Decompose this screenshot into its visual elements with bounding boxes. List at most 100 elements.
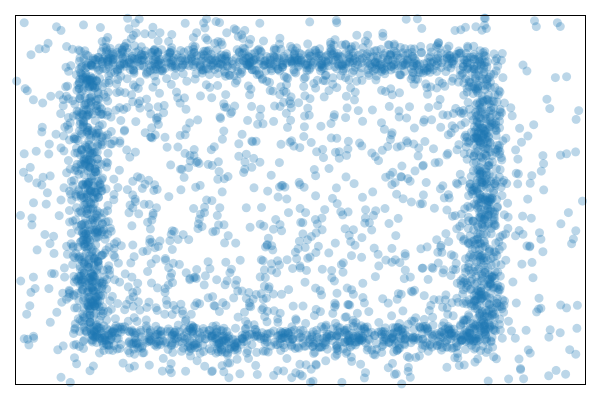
scatter-point (69, 340, 79, 350)
scatter-point (86, 60, 96, 70)
scatter-point (147, 237, 157, 247)
scatter-point (250, 325, 260, 335)
scatter-point (326, 37, 335, 47)
scatter-point (378, 31, 388, 41)
scatter-point (449, 59, 459, 69)
scatter-point (219, 335, 229, 345)
scatter-point (86, 242, 96, 252)
scatter-point (222, 103, 231, 112)
scatter-point (283, 49, 293, 59)
scatter-point (374, 60, 384, 70)
scatter-point (195, 348, 205, 358)
scatter-point (96, 186, 106, 196)
scatter-point (87, 251, 97, 261)
scatter-point (478, 253, 488, 263)
scatter-point (480, 265, 490, 275)
scatter-point (151, 52, 161, 62)
scatter-point (12, 76, 22, 86)
scatter-point (153, 49, 163, 59)
scatter-point (212, 45, 222, 55)
scatter-point (459, 78, 469, 88)
scatter-point (459, 316, 469, 326)
scatter-point (191, 340, 200, 350)
scatter-point (138, 348, 148, 358)
scatter-point (460, 118, 470, 127)
scatter-point (329, 40, 339, 50)
scatter-point (72, 303, 82, 313)
scatter-point (474, 290, 484, 300)
scatter-point (486, 176, 496, 186)
scatter-point (550, 73, 560, 83)
scatter-point (224, 344, 234, 354)
scatter-point (184, 54, 194, 64)
scatter-point (470, 357, 480, 367)
scatter-point (492, 195, 502, 204)
scatter-point (369, 210, 378, 220)
scatter-point (308, 58, 318, 68)
scatter-point (101, 92, 111, 102)
scatter-point (442, 362, 452, 372)
scatter-point (150, 44, 160, 54)
scatter-point (332, 340, 342, 350)
scatter-point (482, 119, 492, 129)
scatter-point (27, 220, 37, 230)
scatter-point (74, 169, 84, 179)
scatter-point (144, 175, 154, 185)
scatter-point (120, 305, 130, 315)
scatter-point (97, 120, 107, 130)
scatter-point (99, 89, 109, 99)
scatter-point (266, 55, 275, 65)
scatter-point (92, 82, 102, 91)
scatter-point (369, 243, 379, 253)
scatter-point (95, 224, 105, 234)
scatter-point (252, 370, 262, 379)
scatter-point (102, 162, 112, 172)
scatter-point (437, 345, 446, 355)
scatter-point (517, 137, 526, 147)
scatter-point (481, 177, 491, 187)
scatter-point (415, 68, 425, 78)
scatter-point (492, 294, 502, 304)
scatter-point (367, 225, 377, 235)
scatter-point (459, 149, 469, 159)
scatter-point (340, 337, 350, 347)
scatter-point (282, 72, 291, 82)
scatter-point (473, 186, 482, 196)
scatter-point (476, 152, 486, 162)
scatter-point (231, 323, 240, 333)
scatter-point (442, 49, 452, 59)
scatter-point (472, 221, 482, 231)
scatter-point (205, 82, 215, 92)
scatter-point (115, 87, 125, 97)
scatter-point (92, 233, 101, 243)
scatter-point (78, 285, 87, 295)
scatter-point (469, 266, 478, 276)
scatter-point (97, 336, 107, 346)
scatter-point (296, 56, 306, 66)
scatter-point (137, 50, 147, 60)
scatter-point (161, 295, 171, 305)
scatter-point (456, 335, 466, 345)
scatter-point (53, 345, 63, 355)
scatter-point (156, 340, 166, 350)
scatter-point (463, 212, 473, 222)
scatter-point (433, 101, 443, 111)
scatter-point (128, 240, 138, 250)
scatter-point (450, 26, 460, 35)
scatter-point (112, 333, 122, 343)
scatter-point (380, 333, 390, 343)
scatter-point (552, 18, 562, 28)
scatter-point (117, 59, 127, 69)
scatter-point (76, 271, 86, 281)
scatter-point (115, 343, 125, 353)
scatter-point (259, 36, 268, 46)
scatter-point (328, 79, 338, 89)
scatter-point (515, 123, 525, 133)
scatter-point (221, 90, 231, 100)
scatter-point (403, 366, 413, 376)
scatter-point (181, 60, 190, 70)
scatter-point (70, 253, 80, 263)
scatter-point (368, 187, 378, 197)
scatter-point (490, 181, 500, 190)
scatter-point (318, 144, 328, 154)
